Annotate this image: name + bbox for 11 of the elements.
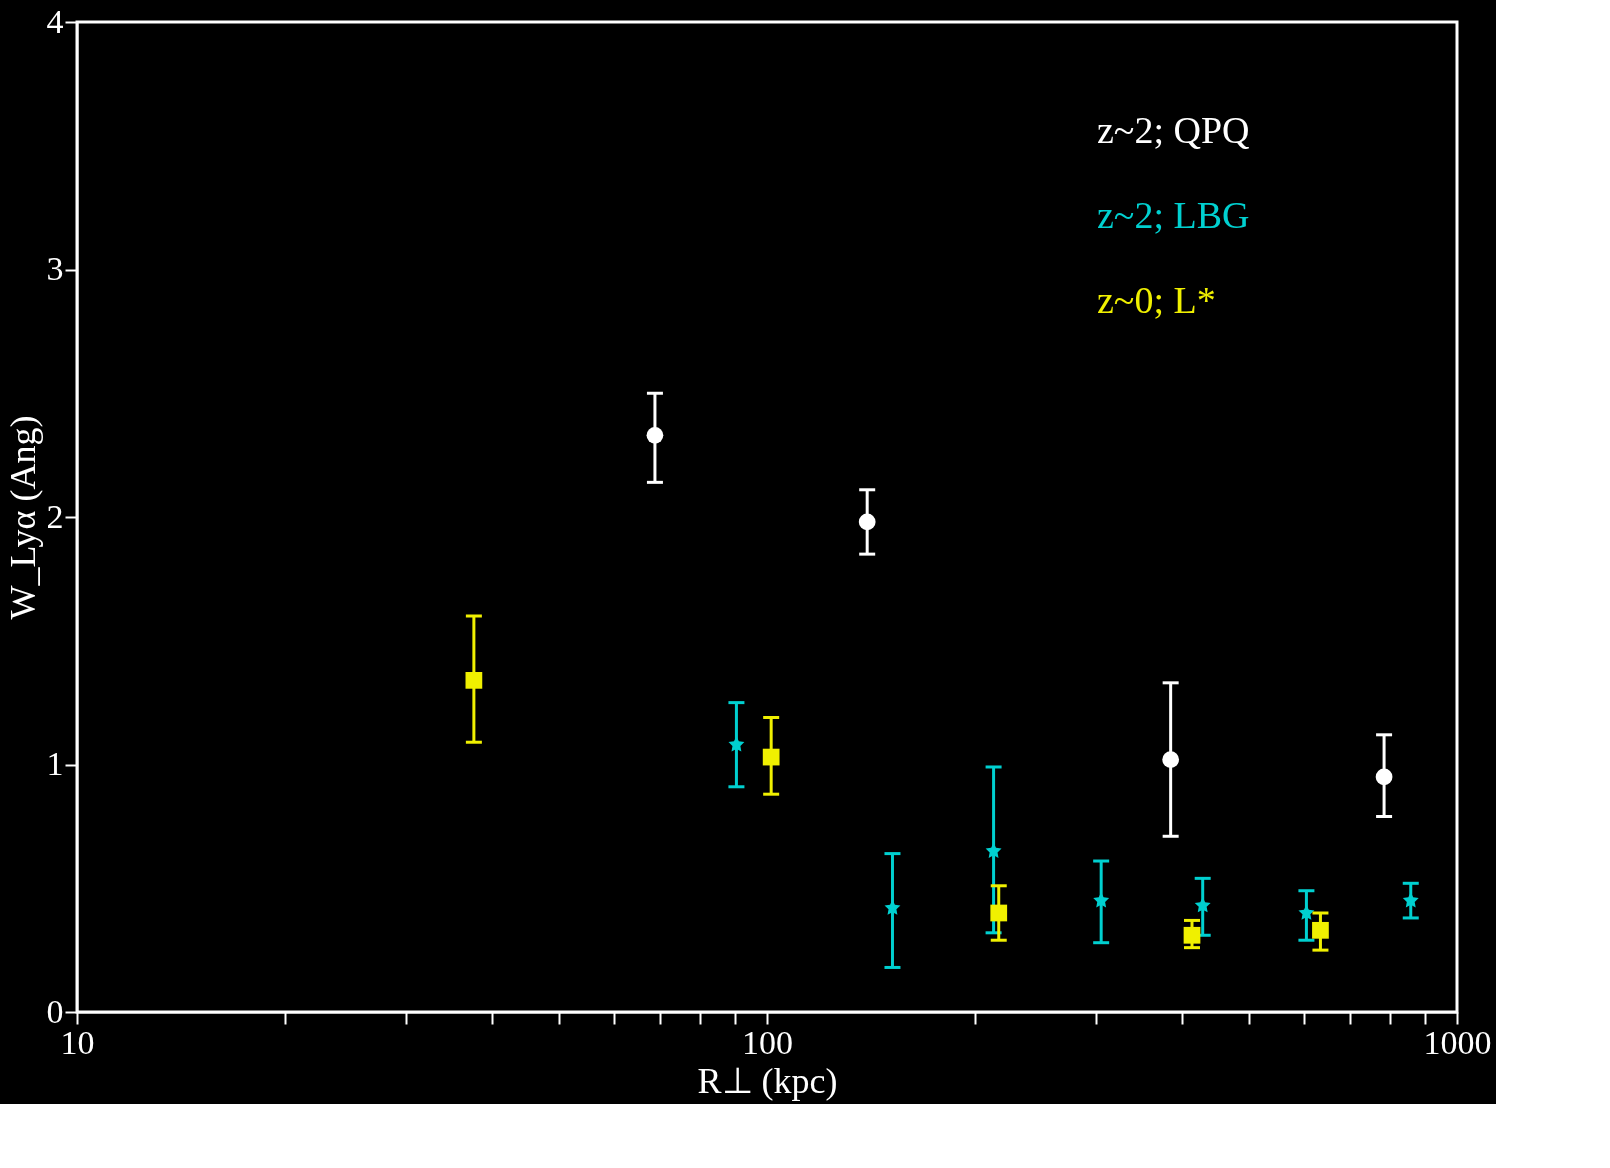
text: z~2; LBG xyxy=(1097,194,1250,236)
y-tick-label: 2 xyxy=(46,497,64,535)
y-tick-label: 4 xyxy=(46,2,64,40)
text: z~2; QPQ xyxy=(1097,109,1250,151)
text: z~0; L* xyxy=(1097,279,1216,321)
y-tick-label: 3 xyxy=(46,250,64,287)
x-tick-label: 1000 xyxy=(1423,1023,1492,1061)
x-tick-label: 100 xyxy=(742,1023,793,1061)
y-tick-label: 1 xyxy=(46,745,64,782)
x-axis-title: R⊥ (kpc) xyxy=(697,1060,838,1101)
y-axis-title: W_Lyα (Ang) xyxy=(2,415,43,620)
